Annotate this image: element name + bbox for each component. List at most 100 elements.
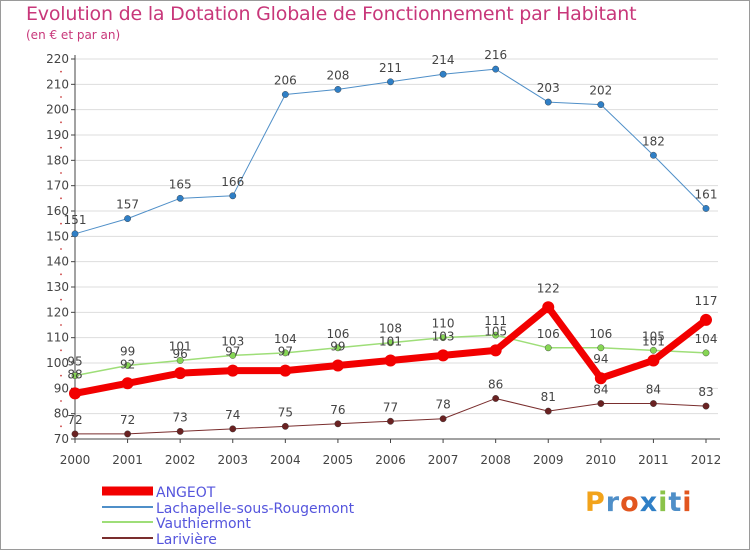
data-point (544, 344, 552, 352)
data-label: 211 (379, 61, 402, 75)
data-point (174, 367, 187, 380)
data-label: 84 (646, 383, 661, 397)
data-label: 216 (484, 48, 507, 62)
data-label: 117 (695, 294, 718, 308)
data-label: 101 (642, 334, 665, 348)
data-label: 84 (593, 383, 608, 397)
data-label: 106 (326, 327, 349, 341)
data-point (176, 357, 184, 364)
data-label: 122 (537, 281, 560, 295)
data-point (650, 346, 657, 354)
data-label: 101 (379, 334, 402, 348)
legend: ANGEOTLachapelle-sous-RougemontVauthierm… (102, 485, 355, 548)
data-point (387, 339, 394, 347)
y-minor-tick (60, 400, 62, 402)
data-point (124, 362, 131, 369)
logo-letter: x (639, 487, 659, 518)
data-label: 165 (169, 177, 192, 191)
data-label: 76 (330, 403, 345, 417)
data-point (71, 372, 79, 380)
data-point (437, 349, 450, 362)
data-label: 72 (67, 413, 82, 427)
data-point (176, 194, 184, 202)
y-minor-tick (60, 70, 62, 73)
data-label: 78 (435, 398, 450, 412)
data-point (279, 364, 292, 377)
y-minor-tick (60, 425, 62, 428)
data-label: 74 (225, 408, 240, 422)
data-label: 99 (120, 345, 135, 359)
data-label: 108 (379, 322, 402, 336)
x-tick-label: 2007 (428, 453, 459, 467)
chart-title: Evolution de la Dotation Globale de Fonc… (26, 3, 637, 25)
data-point (702, 205, 710, 212)
data-label: 161 (695, 187, 718, 201)
data-point (492, 331, 500, 339)
data-point (71, 230, 79, 238)
y-minor-tick (60, 121, 62, 124)
y-tick-label: 90 (54, 381, 69, 395)
axes: 7080901001101201301401501601701801902002… (46, 52, 721, 467)
data-label: 166 (221, 175, 244, 189)
data-point (331, 359, 344, 372)
data-point (492, 395, 500, 402)
x-tick-label: 2010 (586, 453, 617, 467)
logo-letter: t (668, 487, 683, 518)
x-tick-label: 2000 (60, 453, 91, 467)
y-tick-label: 100 (46, 356, 69, 370)
data-label: 157 (116, 198, 139, 212)
y-tick-label: 120 (46, 305, 69, 319)
y-tick-label: 130 (46, 280, 69, 294)
legend-label-ANGEOT: ANGEOT (156, 485, 216, 501)
data-point (69, 387, 81, 400)
data-label: 105 (642, 329, 665, 343)
y-tick-label: 140 (46, 255, 69, 269)
data-point (597, 400, 605, 407)
logo-letter: o (620, 487, 640, 518)
y-minor-tick (60, 273, 62, 276)
data-point (439, 70, 447, 78)
y-tick-label: 80 (54, 407, 69, 421)
data-point (121, 377, 134, 390)
data-point (647, 354, 660, 367)
data-label: 99 (330, 340, 345, 354)
data-point (594, 372, 607, 385)
y-minor-tick (60, 146, 62, 149)
data-point (439, 334, 447, 342)
legend-label-Vauthiermont: Vauthiermont (156, 516, 251, 532)
x-tick-label: 2008 (480, 453, 511, 467)
data-point (334, 344, 342, 352)
x-tick-label: 2011 (638, 453, 669, 467)
y-tick-label: 210 (46, 77, 69, 91)
data-label: 110 (432, 317, 455, 331)
proxiti-logo: Proxiti (585, 487, 693, 518)
data-point (597, 344, 605, 352)
data-label: 105 (484, 324, 507, 338)
data-label: 151 (64, 213, 87, 227)
data-point (226, 364, 239, 377)
data-label: 106 (537, 327, 560, 341)
x-tick-label: 2003 (217, 453, 248, 467)
data-point (542, 301, 555, 314)
data-label: 203 (537, 81, 560, 95)
data-point (334, 420, 342, 428)
x-tick-label: 2002 (165, 453, 196, 467)
data-point (281, 91, 289, 98)
y-minor-tick (60, 374, 62, 377)
data-point (702, 349, 710, 357)
data-point (544, 98, 552, 106)
data-point (387, 78, 394, 86)
data-point (489, 344, 502, 357)
data-labels: 151 157 165 166 206 208 211 214 216 203 202 182 161 9… (64, 48, 718, 427)
data-point (281, 349, 289, 357)
series-group (69, 65, 712, 438)
y-minor-tick (60, 349, 62, 352)
logo-letter: i (658, 487, 669, 518)
data-label: 103 (221, 334, 244, 348)
data-label: 208 (326, 68, 349, 82)
y-minor-tick (60, 197, 62, 200)
data-label: 81 (541, 390, 556, 404)
data-label: 77 (383, 400, 398, 414)
y-tick-label: 180 (46, 153, 69, 167)
data-point (176, 427, 184, 435)
